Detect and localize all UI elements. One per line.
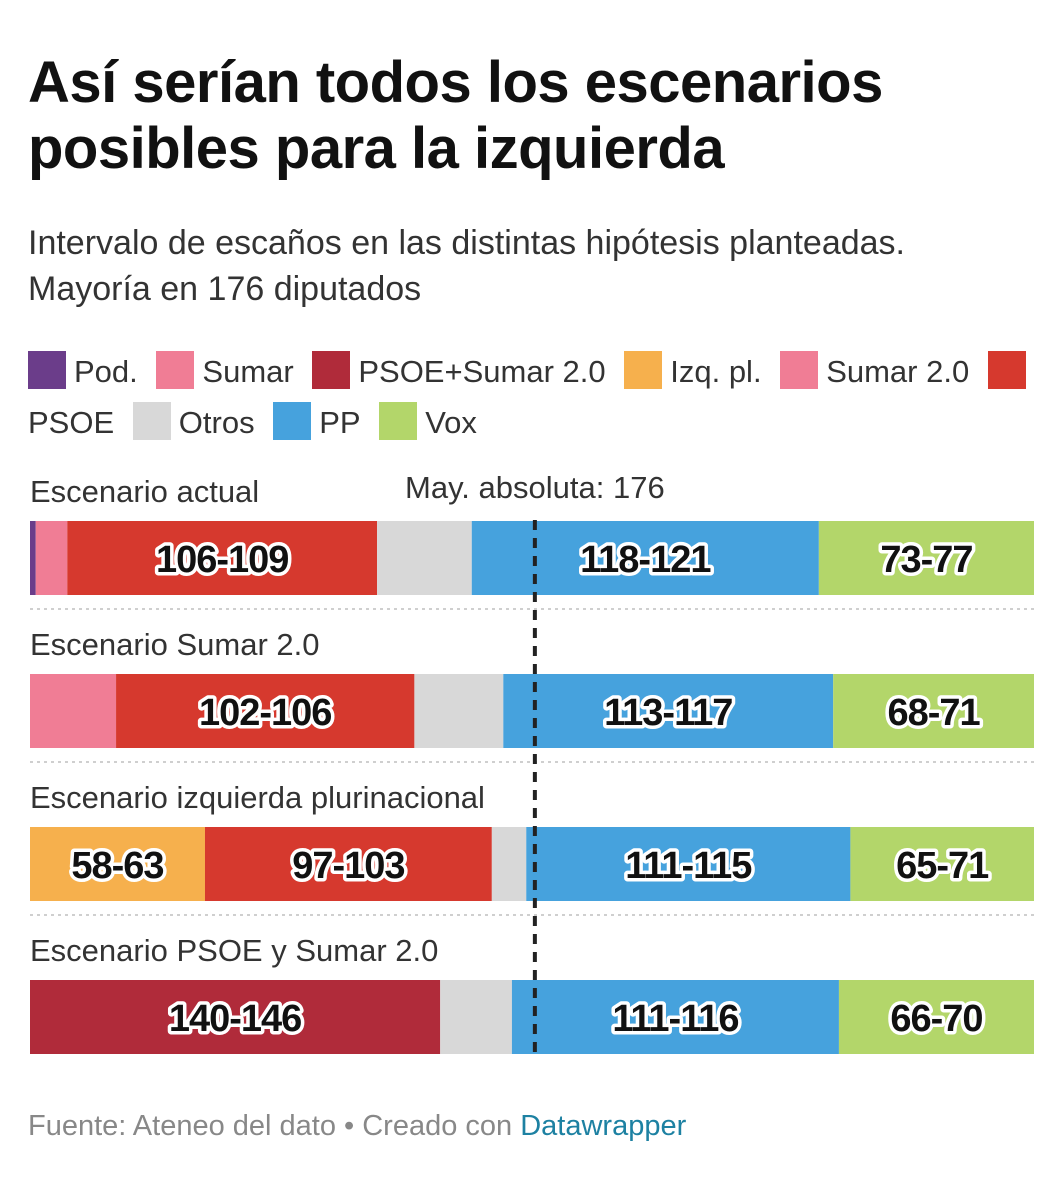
legend-item-otros: Otros: [132, 402, 255, 440]
bar-segment-pp: [503, 674, 834, 748]
subtitle-line-1: Intervalo de escaños en las distintas hi…: [28, 224, 905, 262]
legend-swatch: [28, 351, 66, 389]
legend-label: PP: [319, 405, 361, 440]
bar-segment-psoe: [204, 827, 492, 901]
bar-segment-sumar: [35, 521, 68, 595]
legend-item-sumar: Sumar: [156, 351, 294, 389]
majority-label: May. absoluta: 176: [405, 470, 665, 505]
legend-swatch: [379, 402, 418, 440]
subtitle-line-2: Mayoría en 176 diputados: [28, 270, 422, 308]
footer-source: Fuente: Ateneo del dato • Creado con: [28, 1110, 521, 1142]
legend-swatch: [987, 351, 1026, 389]
row-label: Escenario PSOE y Sumar 2.0: [30, 933, 438, 968]
legend-label: Otros: [178, 405, 255, 440]
value-label: 65-71: [896, 845, 989, 887]
value-label: 106-109: [156, 539, 288, 581]
legend-swatch: [312, 351, 351, 389]
legend-item-psoe: PSOE: [28, 351, 1034, 440]
legend-item-izq-pl: Izq. pl.: [624, 351, 762, 389]
bar-segment-izq-pl: [30, 827, 205, 901]
stacked-bar-chart: Escenario actual 106-109 118-121 73-77 Escen…: [0, 460, 1064, 1080]
value-label: 102-106: [199, 692, 331, 734]
legend-label: PSOE: [28, 405, 115, 440]
legend-swatch: [156, 351, 195, 389]
value-label: 73-77: [880, 539, 972, 581]
bar-segment-vox: [818, 521, 1034, 595]
bar-segment-otros: [440, 980, 512, 1054]
legend-item-sumar-2-0: Sumar 2.0: [780, 351, 970, 389]
bar-segment-vox: [850, 827, 1034, 901]
row-label: Escenario izquierda plurinacional: [30, 780, 485, 815]
value-label: 66-70: [890, 998, 982, 1040]
value-label: 113-117: [604, 692, 732, 734]
bar-segment-pp: [511, 980, 839, 1054]
footer: Fuente: Ateneo del dato • Creado con Dat…: [28, 1110, 1038, 1143]
bar-segment-otros: [377, 521, 472, 595]
value-label: 97-103: [292, 845, 404, 887]
legend-label: PSOE+Sumar 2.0: [358, 354, 606, 389]
legend-swatch: [624, 351, 663, 389]
value-label: 68-71: [887, 692, 980, 734]
legend-swatch: [780, 351, 819, 389]
bar-segment-otros: [414, 674, 504, 748]
legend-swatch: [273, 402, 312, 440]
value-label: 111-115: [625, 845, 752, 887]
legend-item-psoe-sumar-2-0: PSOE+Sumar 2.0: [312, 351, 606, 389]
row-label: Escenario Sumar 2.0: [30, 627, 319, 662]
legend-label: Sumar 2.0: [826, 354, 970, 389]
legend-label: Vox: [425, 405, 477, 440]
bar-segment-sumar-2-0: [30, 674, 117, 748]
bar-segment-vox: [838, 980, 1034, 1054]
bar-segment-psoe-sumar-2-0: [30, 980, 441, 1054]
value-label: 58-63: [71, 845, 163, 887]
legend-item-pp: PP: [273, 402, 361, 440]
bar-segment-pod: [30, 521, 36, 595]
datawrapper-link[interactable]: Datawrapper: [520, 1110, 687, 1142]
bar-segment-otros: [491, 827, 527, 901]
legend-label: Sumar: [202, 354, 294, 389]
bar-segment-psoe: [116, 674, 415, 748]
legend-item-vox: Vox: [379, 402, 477, 440]
bar-segment-vox: [833, 674, 1034, 748]
legend-item-pod: Pod.: [28, 351, 138, 389]
row-label: Escenario actual: [30, 474, 259, 509]
legend-label: Pod.: [74, 354, 138, 389]
bar-segment-psoe: [67, 521, 378, 595]
value-label: 111-116: [612, 998, 738, 1040]
legend: Pod. Sumar PSOE+Sumar 2.0 Izq. pl. Sumar…: [28, 346, 1038, 448]
bar-segment-pp: [471, 521, 819, 595]
value-label: 118-121: [580, 539, 711, 581]
legend-swatch: [132, 402, 171, 440]
chart-title: Así serían todos los escenarios posibles…: [28, 50, 883, 181]
legend-label: Izq. pl.: [670, 354, 762, 389]
value-label: 140-146: [169, 998, 301, 1040]
chart-subtitle: Intervalo de escaños en las distintas hi…: [28, 220, 1038, 312]
bar-segment-pp: [526, 827, 851, 901]
chart-svg: Escenario actual 106-109 118-121 73-77 Escen…: [30, 470, 1034, 1056]
